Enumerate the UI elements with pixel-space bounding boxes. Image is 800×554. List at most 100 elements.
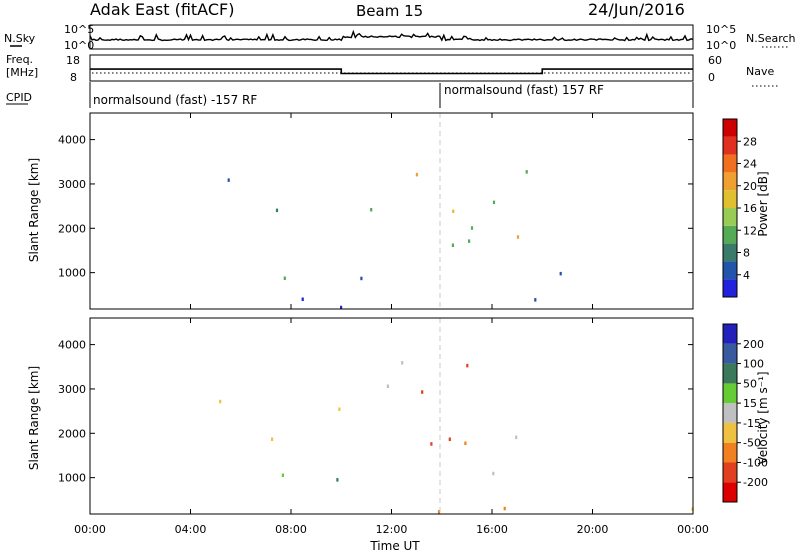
colorbar-swatch	[723, 279, 737, 297]
data-cell	[470, 226, 474, 230]
data-cell	[464, 441, 467, 445]
freq-tick-top: 18	[66, 54, 80, 67]
freq-tick-bottom: 8	[70, 71, 77, 84]
data-cell	[448, 437, 451, 441]
power-colorbar: 4 8 12 16 20 24 28	[722, 118, 757, 298]
data-cell	[336, 478, 339, 482]
data-cell	[451, 243, 454, 247]
data-cell	[386, 384, 389, 388]
colorbar-swatch	[723, 225, 737, 244]
xtick-label: 04:00	[175, 523, 207, 536]
xtick-label: 20:00	[577, 523, 609, 536]
data-cell	[415, 172, 418, 177]
cpid-label: CPID	[6, 91, 32, 104]
colorbar-tick-label: 24	[743, 158, 757, 171]
data-cell	[401, 361, 404, 365]
data-cell	[466, 363, 469, 368]
ytick-label: 4000	[58, 339, 86, 352]
colorbar-swatch	[723, 383, 737, 404]
colorbar-swatch	[723, 363, 737, 384]
nsearch-tick-bottom: 10^0	[706, 39, 736, 52]
colorbar-swatch	[723, 422, 737, 443]
xtick-label: 00:00	[74, 523, 106, 536]
xtick-label: 12:00	[376, 523, 408, 536]
data-cell	[452, 209, 455, 213]
nsearch-label: N.Search	[746, 32, 796, 45]
station-title: Adak East (fitACF)	[90, 0, 234, 19]
velocity-colorbar-label: Velocity [m s⁻¹]	[756, 371, 770, 464]
date-title: 24/Jun/2016	[588, 0, 685, 19]
colorbar-swatch	[723, 190, 737, 208]
colorbar-tick-label: 200	[743, 338, 764, 351]
ytick-label: 1000	[58, 267, 86, 280]
data-cell	[437, 510, 441, 514]
power-ylabel: Slant Range [km]	[27, 158, 41, 262]
data-cell	[283, 276, 286, 280]
colorbar-swatch	[723, 403, 737, 423]
ytick-label: 2000	[58, 427, 86, 440]
nsky-tick-top: 10^5	[64, 23, 94, 36]
xaxis-label: Time UT	[369, 539, 420, 553]
nave-tick-bottom: 0	[708, 71, 715, 84]
freq-label: Freq.	[6, 53, 33, 66]
data-cell	[271, 437, 274, 441]
colorbar-swatch	[723, 324, 737, 344]
ytick-label: 3000	[58, 383, 86, 396]
cpid-segment-1: normalsound (fast) -157 RF	[93, 93, 257, 107]
cpid-segment-2: normalsound (fast) 157 RF	[444, 83, 604, 97]
xtick-label: 08:00	[275, 523, 307, 536]
data-cell	[503, 506, 506, 511]
colorbar-swatch	[723, 343, 737, 364]
data-cell	[492, 471, 495, 476]
ytick-label: 1000	[58, 472, 86, 485]
nave-label: Nave	[746, 65, 774, 78]
colorbar-tick-label: 50	[743, 377, 757, 390]
data-cell	[281, 473, 284, 477]
freq-unit: [MHz]	[6, 66, 38, 79]
colorbar-tick-label: -15	[743, 417, 761, 430]
power-scatter	[227, 170, 562, 310]
velocity-panel: 1000 2000 3000 4000 Slant Range [km] -200 -1…	[27, 317, 770, 515]
data-cell	[275, 208, 279, 213]
data-cell	[338, 407, 341, 411]
nsky-panel: N.Sky 10^5 10^0 10^5 10^0 N.Search	[4, 23, 796, 52]
data-cell	[360, 276, 363, 281]
velocity-ylabel: Slant Range [km]	[27, 366, 41, 470]
time-axis: 00:00 04:00 08:00 12:00 16:00 20:00 00:00	[74, 113, 709, 536]
data-cell	[430, 442, 433, 446]
colorbar-swatch	[723, 119, 737, 137]
data-cell	[492, 200, 496, 205]
freq-panel: Freq. [MHz] 18 8 60 0 Nave	[6, 53, 778, 87]
colorbar-tick-label: 20	[743, 180, 757, 193]
beam-title: Beam 15	[356, 2, 423, 20]
data-cell	[559, 271, 562, 276]
colorbar-tick-label: -100	[743, 456, 768, 469]
power-colorbar-label: Power [dB]	[756, 171, 770, 236]
data-cell	[227, 178, 230, 182]
colorbar-tick-label: 8	[743, 247, 750, 260]
colorbar-tick-label: 100	[743, 358, 764, 371]
colorbar-swatch	[723, 243, 737, 262]
data-cell	[370, 208, 373, 212]
colorbar-swatch	[723, 482, 737, 502]
velocity-scatter	[219, 361, 694, 514]
ytick-label: 2000	[58, 222, 86, 235]
colorbar-swatch	[723, 261, 737, 280]
colorbar-swatch	[723, 172, 737, 191]
colorbar-swatch	[723, 442, 737, 463]
colorbar-tick-label: 28	[743, 135, 757, 148]
xtick-label: 00:00	[677, 523, 709, 536]
nsearch-tick-top: 10^5	[706, 23, 736, 36]
velocity-y-axis: 1000 2000 3000 4000	[58, 339, 693, 485]
colorbar-tick-label: 15	[743, 397, 757, 410]
data-cell	[534, 298, 537, 302]
colorbar-swatch	[723, 462, 737, 483]
colorbar-frame	[722, 323, 738, 503]
ytick-label: 3000	[58, 178, 86, 191]
colorbar-swatch	[723, 154, 737, 173]
colorbar-tick-label: 4	[743, 269, 750, 282]
ytick-label: 4000	[58, 134, 86, 147]
data-cell	[219, 399, 222, 404]
nsky-tick-bottom: 10^0	[64, 39, 94, 52]
